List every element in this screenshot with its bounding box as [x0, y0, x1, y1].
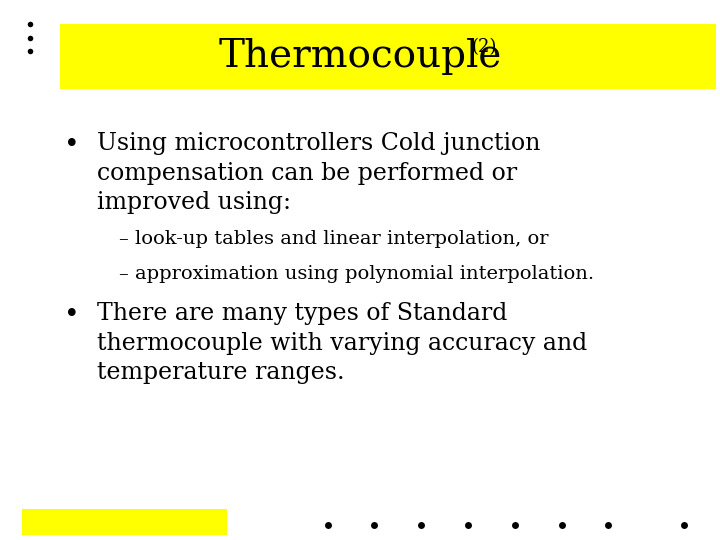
Text: Using microcontrollers Cold junction
compensation can be performed or
improved u: Using microcontrollers Cold junction com… [97, 132, 541, 214]
Text: (2): (2) [472, 38, 497, 56]
Text: – look-up tables and linear interpolation, or: – look-up tables and linear interpolatio… [119, 230, 549, 247]
FancyBboxPatch shape [22, 509, 227, 535]
Text: •: • [64, 132, 80, 157]
FancyBboxPatch shape [60, 24, 716, 89]
Text: – approximation using polynomial interpolation.: – approximation using polynomial interpo… [119, 265, 594, 282]
Text: •: • [64, 302, 80, 327]
Text: Thermocouple: Thermocouple [218, 38, 502, 75]
Text: There are many types of Standard
thermocouple with varying accuracy and
temperat: There are many types of Standard thermoc… [97, 302, 588, 384]
